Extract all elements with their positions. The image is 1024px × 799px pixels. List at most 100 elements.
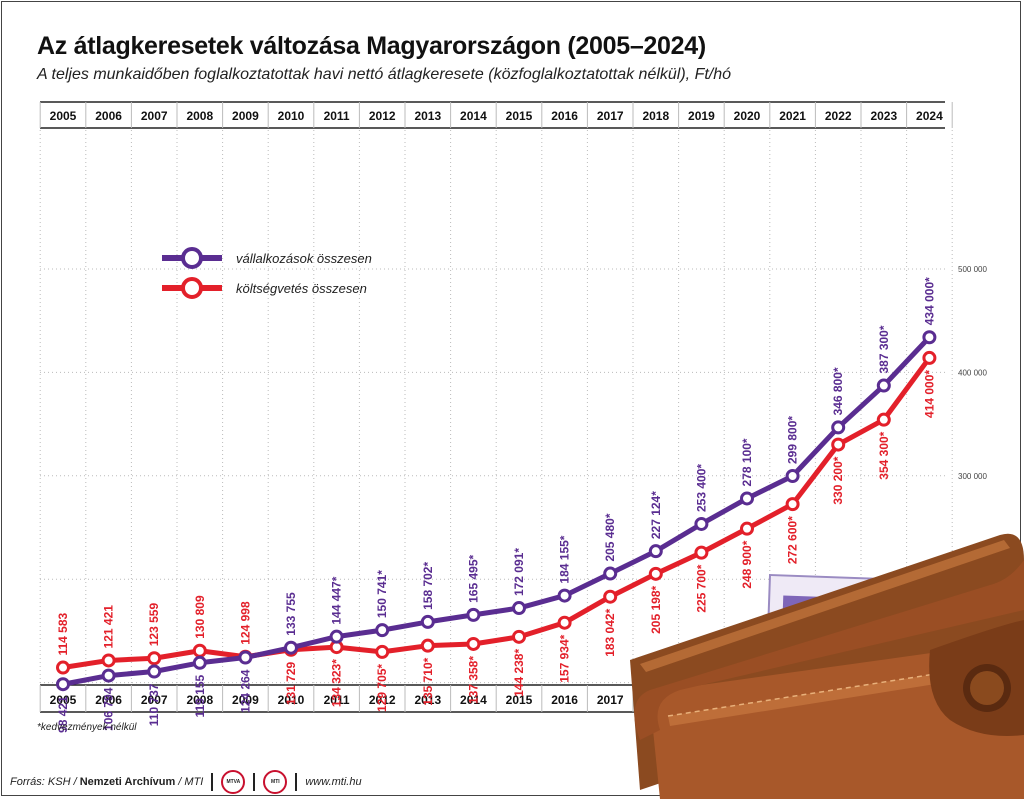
x-tick-label-bottom: 2013 [414, 693, 441, 707]
data-point [420, 638, 435, 653]
x-tick-label-top: 2017 [597, 109, 624, 123]
x-tick-label-top: 2021 [779, 109, 806, 123]
data-label: 248 900* [740, 540, 754, 588]
x-tick-label-top: 2018 [642, 109, 669, 123]
footer: Forrás: KSH / Nemzeti Archívum / MTI MTV… [10, 770, 362, 794]
x-tick-label-top: 2016 [551, 109, 578, 123]
data-point [557, 615, 572, 630]
data-label: 227 124* [649, 491, 663, 539]
data-label: 124 998 [238, 601, 252, 645]
data-point [101, 668, 116, 683]
data-point [420, 614, 435, 629]
data-point [694, 545, 709, 560]
x-tick-label-top: 2020 [734, 109, 761, 123]
data-label: 134 323* [330, 659, 344, 707]
x-tick-label-top: 2010 [278, 109, 305, 123]
data-point [831, 420, 846, 435]
x-tick-label-top: 2006 [95, 109, 122, 123]
data-point [56, 660, 70, 675]
data-label: 135 710* [421, 657, 435, 705]
x-tick-label-bottom: 2012 [369, 693, 396, 707]
data-label: 144 447* [330, 576, 344, 624]
y-tick-label: 500 000 [958, 265, 987, 274]
mtva-logo: MTVA [221, 770, 246, 794]
data-label: 119 155 [193, 674, 207, 717]
data-label: 121 421 [102, 605, 116, 649]
data-point [512, 629, 526, 644]
x-tick-label-top: 2009 [232, 109, 259, 123]
data-label: 184 155* [558, 535, 572, 583]
x-tick-label-bottom: 2014 [460, 693, 487, 707]
data-point [466, 636, 481, 651]
data-label: 330 200* [831, 456, 845, 504]
x-tick-label-bottom: 2006 [95, 693, 122, 707]
x-tick-label-top: 2007 [141, 109, 168, 123]
data-point [466, 607, 481, 622]
x-tick-label-bottom: 2015 [506, 693, 533, 707]
data-label: 172 091* [512, 548, 526, 596]
data-point [557, 588, 572, 603]
y-tick-label: 400 000 [958, 368, 987, 377]
x-tick-label-bottom: 2007 [141, 693, 168, 707]
x-tick-label-top: 2015 [506, 109, 533, 123]
data-label: 158 702* [421, 562, 435, 610]
x-tick-label-bottom: 2009 [232, 693, 259, 707]
data-point [147, 651, 162, 666]
data-label: 150 741* [375, 570, 389, 618]
data-label: 299 800* [786, 416, 800, 464]
wallet-illustration [630, 533, 1024, 799]
divider [253, 773, 256, 791]
data-label: 144 238* [512, 649, 526, 697]
data-point [101, 653, 116, 668]
data-point [375, 623, 390, 638]
data-label: 414 000* [922, 370, 936, 418]
data-label: 130 809 [193, 595, 207, 639]
x-tick-label-bottom: 2011 [324, 693, 350, 707]
legend-label: vállalkozások összesen [236, 251, 372, 266]
data-point [694, 516, 709, 531]
source-bold: Nemzeti Archívum [79, 776, 176, 788]
data-label: 129 705* [375, 664, 389, 712]
data-point [284, 640, 298, 655]
data-point [648, 544, 663, 559]
page-subtitle: A teljes munkaidőben foglalkoztatottak h… [37, 66, 732, 83]
data-label: 133 755 [284, 592, 298, 636]
footnote: *kedvezmények nélkül [37, 722, 137, 733]
data-label: 205 198* [649, 585, 663, 633]
x-tick-label-top: 2022 [825, 109, 852, 123]
source-prefix: Forrás: KSH / [10, 776, 80, 788]
data-label: 225 700* [694, 564, 708, 612]
x-tick-label-bottom: 2016 [551, 693, 578, 707]
data-point [922, 330, 937, 345]
x-tick-label-top: 2013 [414, 109, 441, 123]
data-label: 123 559 [147, 603, 161, 647]
website-link[interactable]: www.mti.hu [305, 776, 362, 788]
data-label: 183 042* [603, 608, 617, 656]
data-point [192, 643, 207, 658]
data-label: 106 794 [102, 687, 116, 731]
data-label: 434 000* [922, 277, 936, 325]
data-point [329, 629, 344, 644]
data-point [740, 521, 754, 536]
source-text: Forrás: KSH / Nemzeti Archívum / MTI [10, 776, 203, 788]
series-line [62, 356, 932, 670]
legend-label: költségvetés összesen [236, 281, 367, 296]
x-tick-label-bottom: 2017 [597, 693, 624, 707]
data-point [603, 589, 618, 604]
data-label: 110 737 [147, 683, 161, 726]
source-suffix: / MTI [175, 776, 204, 788]
data-label: 272 600* [786, 516, 800, 564]
x-tick-label-top: 2024 [916, 109, 943, 123]
data-point [192, 655, 207, 670]
data-label: 253 400* [694, 464, 708, 512]
data-label: 157 934* [558, 634, 572, 682]
data-point [648, 566, 663, 581]
data-point [147, 664, 162, 679]
x-tick-label-top: 2023 [870, 109, 897, 123]
data-point [375, 644, 390, 659]
x-tick-label-bottom: 2008 [186, 693, 213, 707]
legend-marker [181, 277, 203, 299]
x-tick-label-top: 2005 [50, 109, 77, 123]
